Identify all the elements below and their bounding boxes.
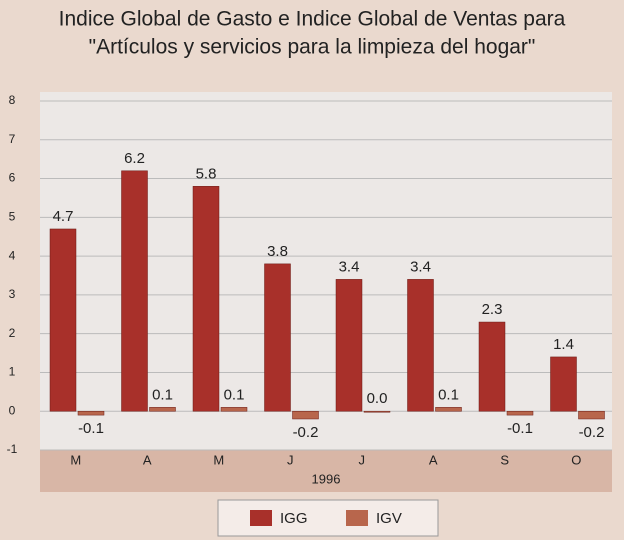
bar — [192, 186, 220, 412]
bar — [335, 279, 363, 412]
chart-title: Indice Global de Gasto e Indice Global d… — [59, 8, 566, 31]
x-tick-label: A — [429, 452, 438, 467]
bar — [77, 410, 105, 416]
value-label: 0.0 — [367, 390, 388, 407]
bar — [149, 407, 176, 412]
x-tick-label: M — [70, 452, 81, 467]
x-tick-label: A — [143, 452, 152, 467]
legend-label: IGV — [376, 510, 402, 527]
x-tick-label: J — [359, 452, 366, 467]
bar — [49, 228, 77, 412]
bar — [435, 407, 462, 412]
value-label: 3.8 — [267, 243, 288, 260]
y-tick-label: 8 — [9, 93, 16, 107]
y-tick-label: -1 — [7, 442, 18, 456]
bar — [550, 356, 577, 412]
x-axis-label: 1996 — [312, 471, 341, 486]
value-label: 4.7 — [53, 208, 74, 225]
x-tick-label: J — [287, 452, 294, 467]
bar — [506, 410, 534, 416]
value-label: -0.1 — [78, 420, 104, 437]
y-tick-label: 4 — [9, 248, 16, 262]
value-label: 0.1 — [224, 386, 245, 403]
y-tick-label: 3 — [9, 287, 16, 301]
x-tick-label: S — [500, 452, 509, 467]
value-label: 2.3 — [482, 301, 503, 318]
y-tick-label: 0 — [9, 403, 16, 417]
value-label: 3.4 — [410, 258, 431, 275]
bar — [578, 410, 605, 420]
chart-title: "Artículos y servicios para la limpieza … — [89, 36, 536, 59]
y-tick-label: 6 — [9, 171, 16, 185]
bar — [292, 410, 319, 420]
y-tick-label: 1 — [9, 365, 16, 379]
value-label: -0.2 — [293, 424, 319, 441]
bar — [264, 263, 291, 412]
y-tick-label: 7 — [9, 132, 16, 146]
value-label: 0.1 — [152, 386, 173, 403]
legend-label: IGG — [280, 510, 308, 527]
x-axis-band — [40, 450, 612, 492]
legend-swatch — [250, 510, 272, 526]
legend-swatch — [346, 510, 368, 526]
value-label: 0.1 — [438, 386, 459, 403]
bar — [407, 279, 434, 412]
x-tick-label: M — [213, 452, 224, 467]
value-label: 3.4 — [339, 258, 360, 275]
y-tick-label: 5 — [9, 210, 16, 224]
bar — [478, 321, 506, 412]
bar — [220, 407, 248, 412]
bar — [121, 170, 148, 412]
value-label: -0.2 — [579, 424, 605, 441]
value-label: 5.8 — [196, 165, 217, 182]
value-label: -0.1 — [507, 420, 533, 437]
bar — [363, 410, 391, 413]
value-label: 6.2 — [124, 150, 145, 167]
y-tick-label: 2 — [9, 326, 16, 340]
x-tick-label: O — [571, 452, 581, 467]
value-label: 1.4 — [553, 336, 574, 353]
